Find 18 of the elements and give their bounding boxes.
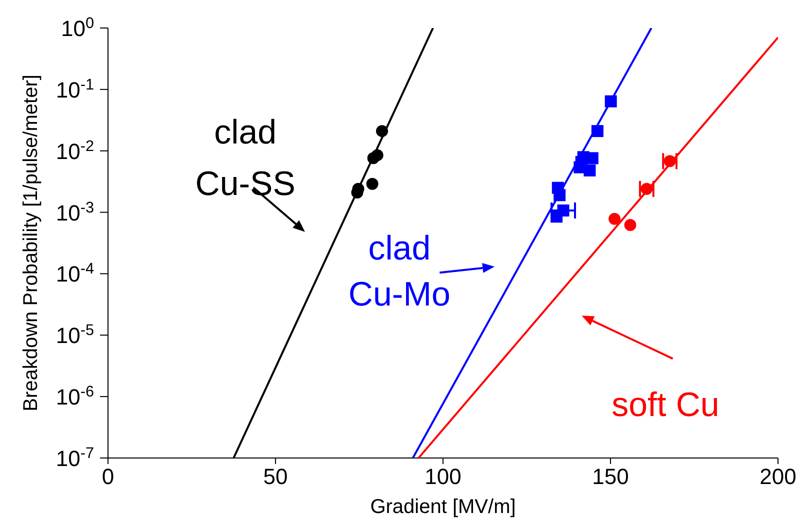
x-tick-label: 0 [102,464,114,489]
x-tick-label: 150 [592,464,629,489]
annotation: clad Cu-SS [195,114,296,203]
y-tick-label: 10$^{-4}$ [56,260,94,287]
x-tick-label: 50 [263,464,288,489]
x-axis-title: Gradient [MV/m] [370,496,516,518]
x-tick-label: 200 [760,464,796,489]
x-tick-label: 100 [424,464,462,489]
y-tick-label: 10$^{-1}$ [56,76,94,102]
y-tick-label: 10$^{-5}$ [56,322,94,348]
y-tick-label: 10$^{-7}$ [56,444,94,471]
y-tick-label: 10$^{0}$ [60,14,94,41]
y-tick-label: 10$^{-3}$ [56,198,94,226]
y-tick-label: 10$^{-2}$ [56,137,94,164]
annotation: soft Cu [612,386,720,424]
y-tick-label: 10$^{-6}$ [56,383,94,410]
annotation: clad Cu-Mo [348,229,450,314]
y-axis-title: Breakdown Probability [1/pulse/meter] [20,74,42,412]
